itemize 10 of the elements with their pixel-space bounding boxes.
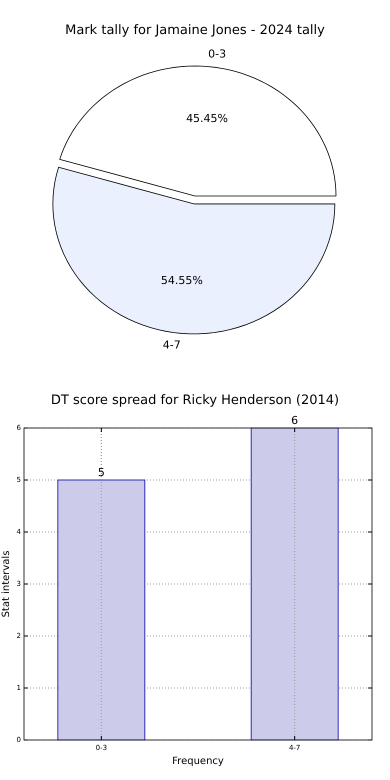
chart-title: Mark tally for Jamaine Jones - 2024 tally xyxy=(65,23,326,38)
chart-title: DT score spread for Ricky Henderson (2014) xyxy=(50,393,340,408)
slice-label: 0-3 xyxy=(208,47,226,60)
data-label: 5 xyxy=(98,466,105,479)
data-label: 6 xyxy=(291,414,298,427)
x-axis-title: Frequency xyxy=(172,756,224,767)
y-axis-title: Stat intervals xyxy=(1,550,12,618)
slice-label: 4-7 xyxy=(162,338,181,352)
data-label: 54.55% xyxy=(160,274,203,288)
data-label: 45.45% xyxy=(186,112,228,125)
